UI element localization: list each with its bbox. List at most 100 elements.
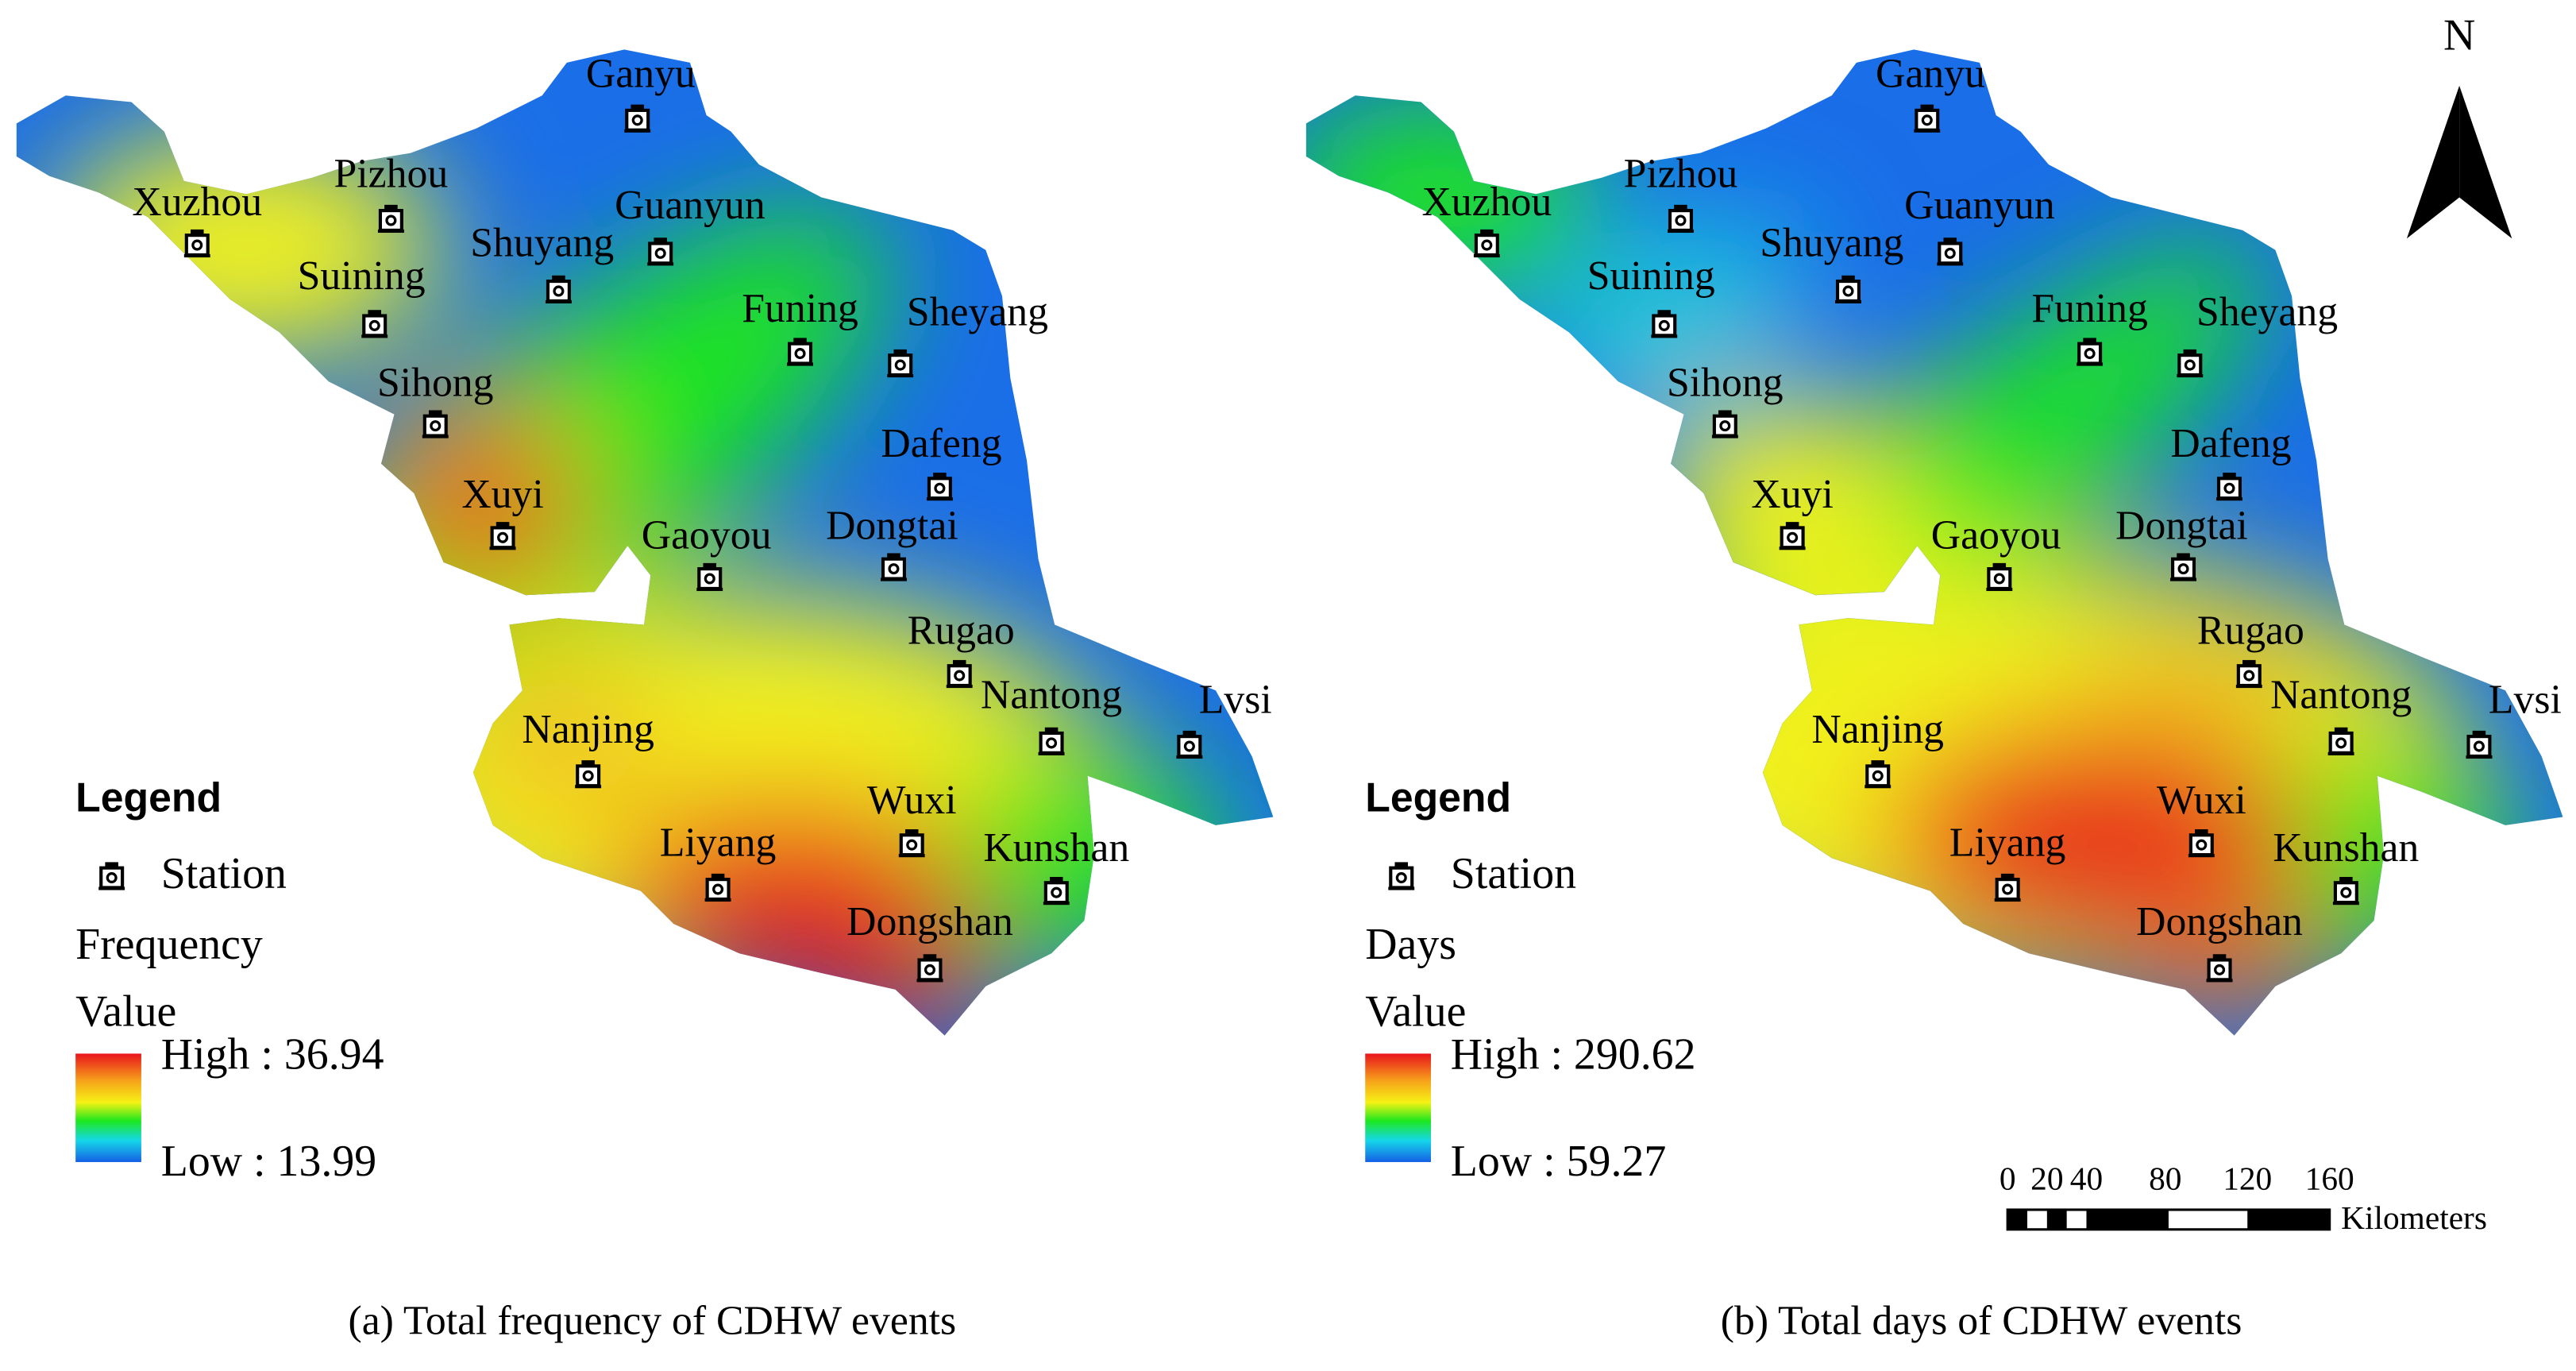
station-label: Lvsi <box>1199 678 1272 723</box>
station-label: Wuxi <box>2157 778 2246 823</box>
station-icon <box>647 238 673 265</box>
scale-bar: Kilometers 0 20 40 80 120 160 <box>1999 1160 2487 1236</box>
station-label: Rugao <box>908 608 1015 654</box>
station-label: Funing <box>742 286 858 331</box>
raster-base <box>16 49 1274 1036</box>
raster-blob <box>2078 624 2342 724</box>
legend-ramp <box>75 1053 141 1162</box>
station-icon <box>696 563 723 591</box>
station-label: Funing <box>2031 286 2148 331</box>
station-icon <box>2207 954 2233 982</box>
station-label: Sihong <box>1667 360 1784 405</box>
station-label: Guanyun <box>1904 183 2055 228</box>
legend-title: Legend <box>75 774 222 820</box>
station-icon <box>2170 553 2196 581</box>
station-icon <box>1780 522 1806 550</box>
station-icon <box>2077 338 2103 365</box>
station-icon <box>2236 660 2262 688</box>
station-label: Xuyi <box>461 472 543 517</box>
caption: (a) Total frequency of CDHW events <box>349 1299 957 1344</box>
station-label: Sheyang <box>2196 289 2338 334</box>
station-icon <box>1474 230 1500 257</box>
caption: (b) Total days of CDHW events <box>1721 1299 2242 1344</box>
station-icon <box>1865 760 1891 788</box>
station-label: Dongshan <box>2136 899 2303 944</box>
legend-value: Value <box>1365 987 1466 1037</box>
legend-variable: Days <box>1365 920 1456 969</box>
station-icon <box>361 310 388 338</box>
station-icon <box>899 829 925 857</box>
legend-icon <box>98 862 125 890</box>
station-label: Xuzhou <box>132 180 262 225</box>
station-label: Xuzhou <box>1421 180 1552 225</box>
station-label: Dafeng <box>2170 421 2291 466</box>
station-label: Sheyang <box>907 289 1048 334</box>
scale-label: 0 <box>1999 1160 2016 1196</box>
station-icon <box>546 276 572 303</box>
station-icon <box>2216 473 2242 500</box>
scale-label: 80 <box>2149 1160 2181 1196</box>
legend-icon <box>1388 862 1414 890</box>
station-icon <box>947 660 973 688</box>
station-icon <box>422 410 449 438</box>
station-icon <box>927 473 953 500</box>
legend-low: Low : 13.99 <box>161 1137 376 1186</box>
station-label: Nantong <box>981 672 1122 717</box>
station-icon <box>916 954 943 982</box>
station-label: Nanjing <box>1811 707 1944 752</box>
station-icon <box>1712 410 1738 438</box>
station-icon <box>2177 350 2203 377</box>
scale-label: 20 <box>2030 1160 2063 1196</box>
station-label: Xuyi <box>1751 472 1833 517</box>
raster-blob <box>2127 887 2325 1019</box>
station-label: Rugao <box>2197 608 2304 654</box>
station-icon <box>1668 205 1694 233</box>
station-icon <box>2466 731 2492 759</box>
station-label: Pizhou <box>1624 152 1738 197</box>
scale-label: 120 <box>2223 1160 2272 1196</box>
station-label: Dongtai <box>2115 503 2248 548</box>
north-label: N <box>2443 11 2475 60</box>
station-label: Guanyun <box>615 183 765 228</box>
station-label: Suining <box>298 253 426 299</box>
station-label: Sihong <box>377 360 494 405</box>
legend-ramp <box>1365 1053 1431 1162</box>
station-label: Liyang <box>660 821 777 866</box>
station-label: Nantong <box>2270 672 2412 717</box>
station-label: Nanjing <box>522 707 654 752</box>
station-icon <box>887 350 913 377</box>
legend-station: Station <box>161 849 287 898</box>
station-icon <box>881 553 907 581</box>
station-label: Shuyang <box>1760 220 1903 265</box>
legend-title: Legend <box>1365 774 1511 820</box>
station-icon <box>184 230 210 257</box>
station-icon <box>624 105 650 133</box>
legend-high: High : 36.94 <box>161 1029 384 1079</box>
north-arrow: N <box>2406 11 2512 239</box>
station-icon <box>1937 238 1963 265</box>
station-label: Dongshan <box>846 899 1013 944</box>
station-icon <box>490 522 516 550</box>
station-label: Suining <box>1587 253 1715 299</box>
station-icon <box>1835 276 1861 303</box>
legend-low: Low : 59.27 <box>1451 1137 1666 1186</box>
scale-label: 160 <box>2305 1160 2354 1196</box>
scale-label: 40 <box>2070 1160 2103 1196</box>
station-icon <box>1176 731 1202 759</box>
legend-value: Value <box>75 987 176 1037</box>
station-icon <box>1039 728 1065 755</box>
station-icon <box>705 874 731 902</box>
legend-variable: Frequency <box>75 920 263 969</box>
station-icon <box>1914 105 1940 133</box>
station-label: Shuyang <box>470 220 614 265</box>
station-label: Kunshan <box>983 825 1129 871</box>
station-label: Lvsi <box>2489 678 2562 723</box>
station-label: Dongtai <box>826 503 958 548</box>
station-icon <box>2328 728 2354 755</box>
station-icon <box>787 338 813 365</box>
station-label: Ganyu <box>1876 51 1985 96</box>
